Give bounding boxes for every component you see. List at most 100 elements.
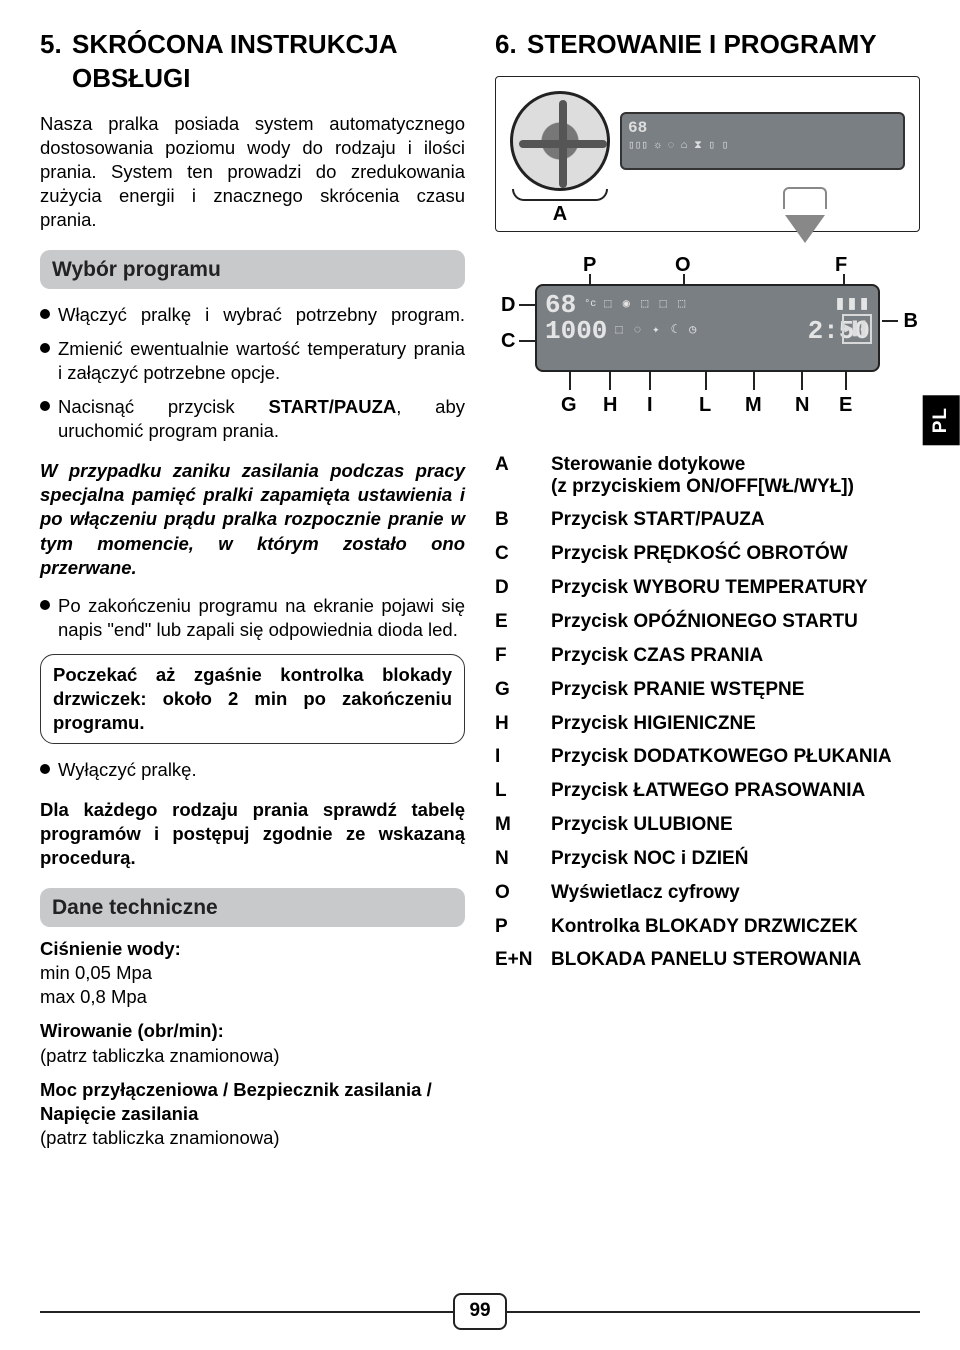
legend-key: F	[495, 645, 539, 667]
legend-item: P Kontrolka BLOKADY DRZWICZEK	[495, 916, 920, 938]
section-title: SKRÓCONA INSTRUKCJA OBSŁUGI	[72, 28, 465, 96]
technical-data: Ciśnienie wody: min 0,05 Mpa max 0,8 Mpa…	[40, 937, 465, 1149]
memory-note: W przypadku zaniku zasilania podczas pra…	[40, 459, 465, 579]
label-E: E	[839, 392, 852, 418]
legend-key: L	[495, 780, 539, 802]
legend-value: Kontrolka BLOKADY DRZWICZEK	[551, 916, 858, 938]
legend-value: Wyświetlacz cyfrowy	[551, 882, 740, 904]
label-G: G	[561, 392, 577, 418]
legend-key: E+N	[495, 949, 539, 971]
legend-value: Przycisk ŁATWEGO PRASOWANIA	[551, 780, 865, 802]
legend-item: E Przycisk OPÓŹNIONEGO STARTU	[495, 611, 920, 633]
legend-item: D Przycisk WYBORU TEMPERATURY	[495, 577, 920, 599]
page-footer: 99	[40, 1293, 920, 1330]
display-temp: 68	[545, 292, 576, 318]
legend-value: Przycisk OPÓŹNIONEGO STARTU	[551, 611, 858, 633]
legend-value: Przycisk NOC i DZIEŃ	[551, 848, 748, 870]
play-pause-icon: ▶▌▌	[842, 314, 872, 344]
label-C: C	[501, 328, 515, 354]
section-6-heading: 6. STEROWANIE I PROGRAMY	[495, 28, 920, 62]
legend-value: BLOKADA PANELU STEROWANIA	[551, 949, 861, 971]
section-title: STEROWANIE I PROGRAMY	[527, 28, 920, 62]
legend-item: L Przycisk ŁATWEGO PRASOWANIA	[495, 780, 920, 802]
power-label: Moc przyłączeniowa / Bezpiecznik zasilan…	[40, 1079, 432, 1124]
legend-item: GPrzycisk PRANIE WSTĘPNE	[495, 679, 920, 701]
bold-text: START/PAUZA	[268, 396, 396, 417]
legend-list: A Sterowanie dotykowe (z przyciskiem ON/…	[495, 454, 920, 972]
section-number: 6.	[495, 28, 527, 62]
legend-item: H Przycisk HIGIENICZNE	[495, 713, 920, 735]
box-text: Poczekać aż zgaśnie kontrolka blokady dr…	[53, 664, 452, 733]
legend-key: A	[495, 454, 539, 498]
instruction-list-2: Po zakończeniu programu na ekranie pojaw…	[40, 594, 465, 642]
legend-item: O Wyświetlacz cyfrowy	[495, 882, 920, 904]
instruction-list-3: Wyłączyć pralkę.	[40, 758, 465, 782]
intro-paragraph: Nasza pralka posiada system automatyczne…	[40, 112, 465, 232]
section-number: 5.	[40, 28, 72, 96]
legend-key: E	[495, 611, 539, 633]
mini-display-icon: 68 ▯▯▯ ☼ ◌ ⌂ ⧗ ▯ ▯	[620, 112, 905, 170]
legend-key: I	[495, 746, 539, 768]
legend-item: F Przycisk CZAS PRANIA	[495, 645, 920, 667]
procedure-note: Dla każdego rodzaju prania sprawdź tabel…	[40, 798, 465, 870]
wait-box: Poczekać aż zgaśnie kontrolka blokady dr…	[40, 654, 465, 744]
label-M: M	[745, 392, 762, 418]
bullet-item: Po zakończeniu programu na ekranie pojaw…	[40, 594, 465, 642]
language-tab: PL	[923, 395, 960, 445]
bracket-A: A	[510, 189, 610, 227]
power-note: (patrz tabliczka znamionowa)	[40, 1127, 280, 1148]
legend-key: D	[495, 577, 539, 599]
legend-value: Przycisk DODATKOWEGO PŁUKANIA	[551, 746, 892, 768]
legend-key: N	[495, 848, 539, 870]
label-N: N	[795, 392, 809, 418]
legend-value: Przycisk WYBORU TEMPERATURY	[551, 577, 868, 599]
spin-label: Wirowanie (obr/min):	[40, 1020, 224, 1041]
legend-value: Sterowanie dotykowe (z przyciskiem ON/OF…	[551, 454, 854, 498]
legend-key: C	[495, 543, 539, 565]
text-before: Nacisnąć przycisk	[58, 396, 268, 417]
digital-display-icon: 68 °c ⬚ ◉ ⬚ ⬚ ⬚ ▮▮▮ 1000 ⬚ ◌ ✦ ☾ ◷ 2:50 …	[535, 284, 880, 372]
bullet-item: Włączyć pralkę i wybrać potrzebny progra…	[40, 303, 465, 327]
control-panel-diagram: 68 ▯▯▯ ☼ ◌ ⌂ ⧗ ▯ ▯ A	[495, 76, 920, 232]
label-F: F	[835, 252, 847, 278]
legend-key: P	[495, 916, 539, 938]
legend-key: M	[495, 814, 539, 836]
spin-note: (patrz tabliczka znamionowa)	[40, 1045, 280, 1066]
legend-value: Przycisk HIGIENICZNE	[551, 713, 756, 735]
pressure-label: Ciśnienie wody:	[40, 938, 181, 959]
label-L: L	[699, 392, 711, 418]
legend-item: C Przycisk PRĘDKOŚĆ OBROTÓW	[495, 543, 920, 565]
program-dial-icon	[510, 91, 610, 191]
legend-value: Przycisk PRANIE WSTĘPNE	[551, 679, 804, 701]
pressure-min: min 0,05 Mpa	[40, 962, 152, 983]
pressure-max: max 0,8 Mpa	[40, 986, 147, 1007]
label-B: B	[904, 308, 918, 334]
legend-key: B	[495, 509, 539, 531]
label-I: I	[647, 392, 653, 418]
bullet-item: Zmienić ewentualnie wartość temperatury …	[40, 337, 465, 385]
legend-item: M Przycisk ULUBIONE	[495, 814, 920, 836]
arrow-down-icon	[785, 215, 825, 243]
two-column-layout: 5. SKRÓCONA INSTRUKCJA OBSŁUGI Nasza pra…	[40, 28, 920, 1150]
legend-item: I Przycisk DODATKOWEGO PŁUKANIA	[495, 746, 920, 768]
legend-value: Przycisk CZAS PRANIA	[551, 645, 763, 667]
label-H: H	[603, 392, 617, 418]
mini-seg-1: 68	[628, 118, 897, 139]
bullet-item: Nacisnąć przycisk START/PAUZA, aby uruch…	[40, 395, 465, 443]
legend-item: E+N BLOKADA PANELU STEROWANIA	[495, 949, 920, 971]
legend-item: N Przycisk NOC i DZIEŃ	[495, 848, 920, 870]
instruction-list: Włączyć pralkę i wybrać potrzebny progra…	[40, 303, 465, 443]
legend-value: Przycisk ULUBIONE	[551, 814, 733, 836]
legend-key: H	[495, 713, 539, 735]
right-column: 6. STEROWANIE I PROGRAMY 68 ▯▯▯ ☼ ◌ ⌂ ⧗ …	[495, 28, 920, 1150]
technical-data-heading: Dane techniczne	[40, 888, 465, 927]
page-number: 99	[453, 1293, 506, 1330]
bullet-item: Wyłączyć pralkę.	[40, 758, 465, 782]
display-diagram: P O F D C B 68 °c ⬚ ◉ ⬚ ⬚ ⬚ ▮▮▮	[495, 252, 920, 442]
left-column: 5. SKRÓCONA INSTRUKCJA OBSŁUGI Nasza pra…	[40, 28, 465, 1150]
legend-value: Przycisk PRĘDKOŚĆ OBROTÓW	[551, 543, 848, 565]
legend-item: BPrzycisk START/PAUZA	[495, 509, 920, 531]
section-5-heading: 5. SKRÓCONA INSTRUKCJA OBSŁUGI	[40, 28, 465, 96]
legend-key: O	[495, 882, 539, 904]
label-A: A	[553, 201, 567, 227]
